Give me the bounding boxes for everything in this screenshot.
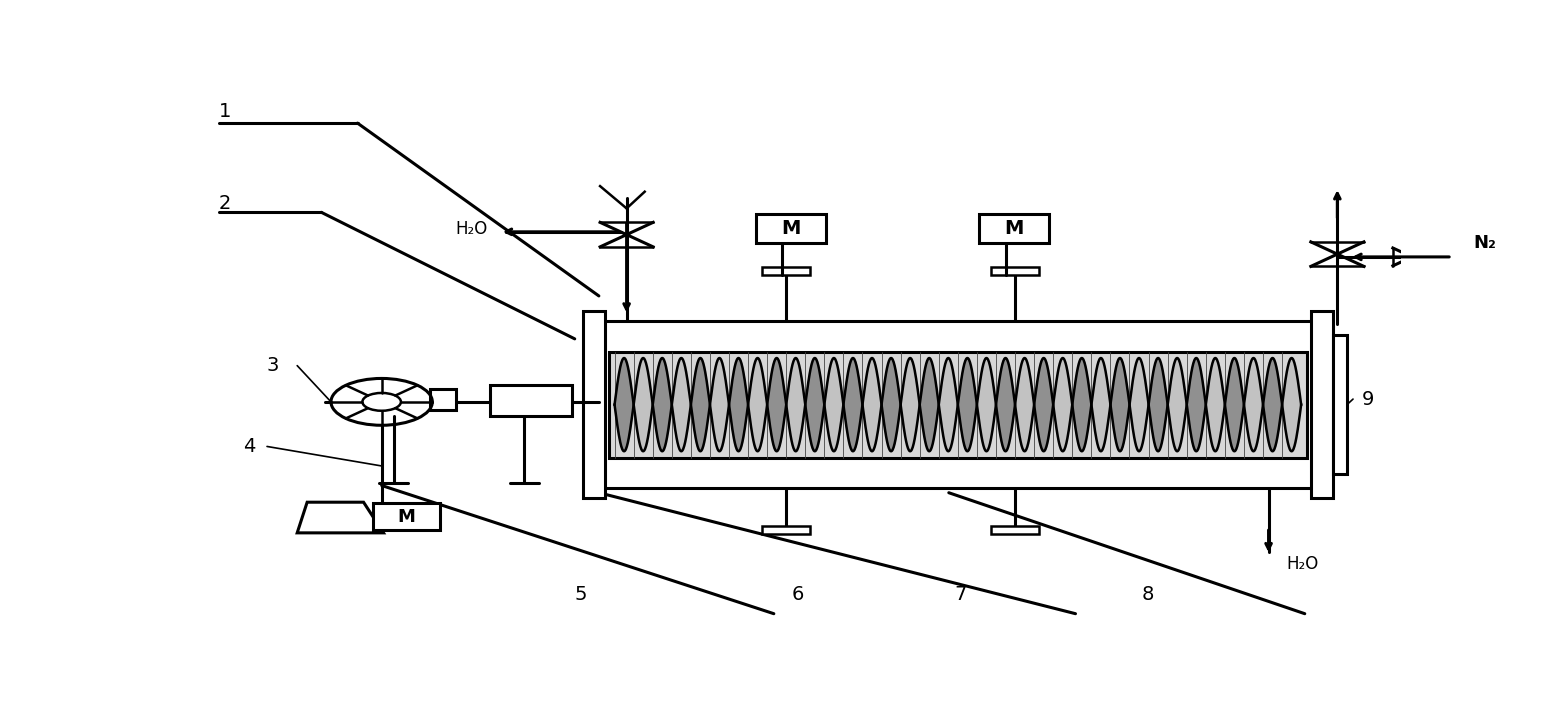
Text: M: M <box>782 219 800 238</box>
Text: H₂O: H₂O <box>1286 555 1319 573</box>
Text: 2: 2 <box>218 195 230 214</box>
Bar <box>761 266 810 275</box>
Text: 3: 3 <box>266 356 279 375</box>
Text: 8: 8 <box>1141 585 1154 604</box>
Bar <box>584 311 604 498</box>
Bar <box>1333 335 1347 474</box>
Text: N₂: N₂ <box>1473 234 1496 252</box>
Bar <box>1311 311 1333 498</box>
Bar <box>761 526 810 534</box>
Bar <box>609 352 1308 458</box>
Text: H₂O: H₂O <box>456 220 487 238</box>
Text: M: M <box>1004 219 1023 238</box>
Text: 1: 1 <box>218 103 230 122</box>
Bar <box>599 321 1317 488</box>
Bar <box>979 214 1049 243</box>
Text: M: M <box>397 508 416 526</box>
Bar <box>990 526 1039 534</box>
Bar <box>430 389 456 411</box>
Bar <box>990 266 1039 275</box>
Text: 4: 4 <box>243 437 255 456</box>
Bar <box>755 214 825 243</box>
Text: 5: 5 <box>575 585 587 604</box>
Text: 7: 7 <box>954 585 967 604</box>
Bar <box>490 385 573 416</box>
Polygon shape <box>297 502 383 533</box>
Text: 6: 6 <box>793 585 803 604</box>
Text: 9: 9 <box>1361 390 1373 408</box>
Bar <box>374 503 439 530</box>
